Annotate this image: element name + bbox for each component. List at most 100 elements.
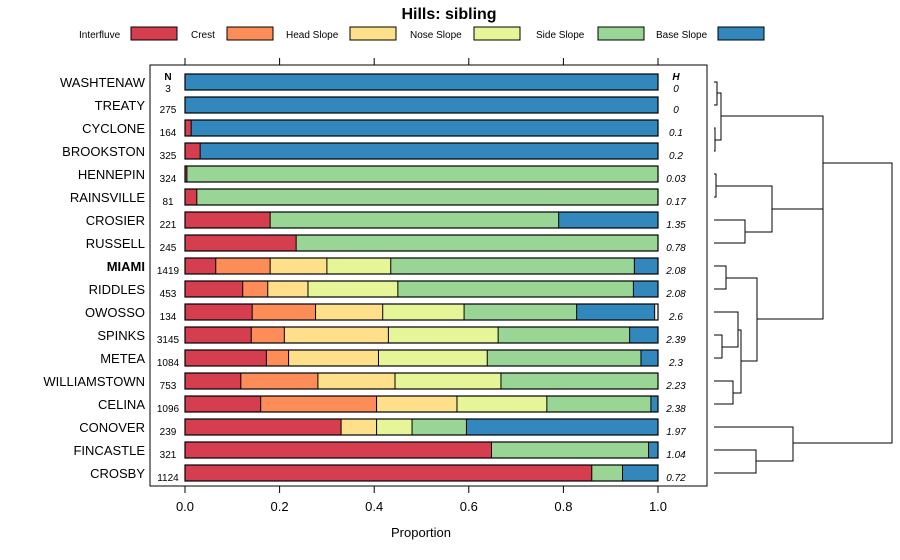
h-value-hennepin: 0.03 (666, 174, 686, 185)
legend-swatch-nose-slope (473, 26, 521, 41)
bar-segment-celina-head-slope (376, 396, 457, 412)
bar-segment-hennepin-interfluve (185, 166, 187, 182)
category-label-williamstown: WILLIAMSTOWN (43, 374, 145, 389)
bar-segment-owosso-nose-slope (382, 304, 465, 320)
bar-row-metea (184, 349, 659, 367)
n-value-crosby: 1124 (157, 473, 179, 484)
category-label-hennepin: HENNEPIN (78, 167, 145, 182)
bar-segment-crosier-side-slope (270, 212, 559, 228)
n-value-owosso: 134 (160, 312, 177, 323)
dendrogram-link-8 (714, 265, 727, 290)
bar-segment-williamstown-crest (240, 373, 318, 389)
bar-row-treaty (184, 96, 659, 114)
h-value-brookston: 0.2 (669, 151, 683, 162)
h-value-williamstown: 2.23 (665, 381, 686, 392)
n-value-metea: 1084 (157, 358, 180, 369)
x-axis: 0.0 0.2 0.4 0.6 0.8 1.0 (176, 58, 667, 514)
dendrogram-link-3 (715, 92, 722, 141)
n-value-miami: 1419 (157, 266, 180, 277)
bar-segment-brookston-base-slope (200, 143, 658, 159)
bar-segment-spinks-head-slope (284, 327, 389, 343)
h-value-treaty: 0 (673, 105, 679, 116)
bar-outline-riddles (184, 280, 659, 298)
bar-outline-williamstown (184, 372, 659, 390)
bar-segment-riddles-base-slope (633, 281, 658, 297)
category-label-treaty: TREATY (95, 98, 146, 113)
legend-swatch-head-slope (349, 26, 397, 41)
bar-segment-russell-side-slope (296, 235, 658, 251)
category-label-washtenaw: WASHTENAW (60, 75, 146, 90)
bar-segment-conover-interfluve (185, 419, 342, 435)
bar-segment-treaty-base-slope (185, 97, 658, 113)
category-labels: WASHTENAW TREATY CYCLONE BROOKSTON HENNEPIN R… (43, 75, 145, 481)
legend-label-nose-slope: Nose Slope (410, 30, 462, 41)
legend-label-side-slope: Side Slope (536, 30, 585, 41)
bar-segment-conover-nose-slope (376, 419, 413, 435)
legend-swatch-crest (226, 26, 274, 41)
bar-segment-williamstown-interfluve (185, 373, 241, 389)
bar-segment-celina-interfluve (185, 396, 261, 412)
bar-segment-crosier-interfluve (185, 212, 271, 228)
bar-row-rainsville (184, 188, 659, 206)
category-label-celina: CELINA (98, 397, 145, 412)
bar-row-conover (184, 418, 659, 436)
bar-segment-metea-nose-slope (378, 350, 488, 366)
bar-outline-crosby (184, 464, 659, 482)
category-label-cyclone: CYCLONE (82, 121, 145, 136)
bar-outline-rainsville (184, 188, 659, 206)
bar-segment-rainsville-interfluve (185, 189, 197, 205)
x-tick-label-0-6: 0.6 (460, 499, 478, 514)
legend: Interfluve Crest Head Slope Nose Slope Side … (79, 26, 765, 41)
bar-row-spinks (184, 326, 659, 344)
category-label-conover: CONOVER (79, 420, 145, 435)
bar-row-williamstown (184, 372, 659, 390)
legend-label-head-slope: Head Slope (286, 30, 339, 41)
legend-swatch-side-slope (597, 26, 645, 41)
bar-outline-fincastle (184, 441, 659, 459)
bar-segment-miami-interfluve (185, 258, 216, 274)
dendrogram-link-16 (714, 426, 794, 462)
h-value-washtenaw: 0 (673, 84, 679, 95)
bar-row-washtenaw (184, 73, 659, 91)
dendrogram-link-2 (714, 127, 716, 152)
dendrogram-link-15 (714, 449, 757, 474)
bar-segment-washtenaw-base-slope (185, 74, 658, 90)
category-label-metea: METEA (100, 351, 145, 366)
category-label-brookston: BROOKSTON (62, 144, 145, 159)
category-label-rainsville: RAINSVILLE (70, 190, 145, 205)
bar-segment-metea-base-slope (640, 350, 658, 366)
x-tick-label-0-0: 0.0 (176, 499, 194, 514)
bar-outline-conover (184, 418, 659, 436)
legend-swatch-interfluve (130, 26, 178, 41)
bar-segment-owosso-head-slope (315, 304, 383, 320)
bar-outline-celina (184, 395, 659, 413)
bar-outline-metea (184, 349, 659, 367)
bar-segment-miami-head-slope (270, 258, 327, 274)
n-value-washtenaw: 3 (165, 84, 171, 95)
bar-row-brookston (184, 142, 659, 160)
category-label-fincastle: FINCASTLE (73, 443, 145, 458)
bar-segment-fincastle-base-slope (648, 442, 658, 458)
bar-segment-miami-crest (215, 258, 271, 274)
bar-segment-spinks-nose-slope (388, 327, 499, 343)
bar-outline-spinks (184, 326, 659, 344)
n-value-brookston: 325 (160, 151, 177, 162)
bar-segment-conover-base-slope (466, 419, 658, 435)
h-header: H (672, 72, 680, 83)
bar-segment-owosso-interfluve (185, 304, 253, 320)
bar-row-celina (184, 395, 659, 413)
bar-segment-fincastle-interfluve (185, 442, 492, 458)
n-value-conover: 239 (160, 427, 177, 438)
bar-segment-conover-side-slope (412, 419, 467, 435)
h-value-riddles: 2.08 (665, 289, 686, 300)
bar-segment-spinks-interfluve (185, 327, 252, 343)
h-value-crosier: 1.35 (666, 220, 686, 231)
bar-segment-miami-base-slope (634, 258, 658, 274)
n-value-rainsville: 81 (162, 197, 174, 208)
h-value-crosby: 0.72 (666, 473, 686, 484)
n-value-hennepin: 324 (160, 174, 177, 185)
bar-segment-riddles-interfluve (185, 281, 243, 297)
legend-swatch-base-slope (717, 26, 765, 41)
bar-segment-cyclone-interfluve (185, 120, 192, 136)
h-labels: H000.10.20.030.171.350.782.082.082.62.39… (665, 72, 686, 484)
